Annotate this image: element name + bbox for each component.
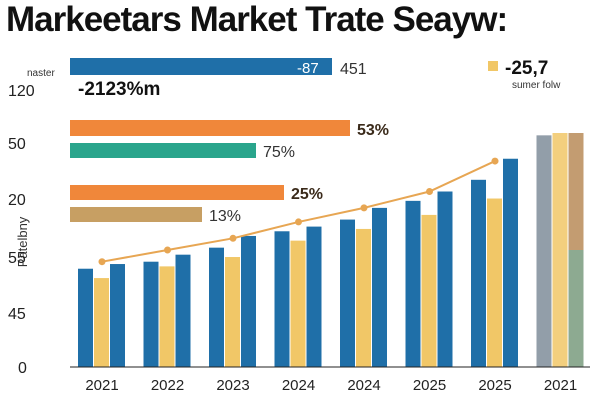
vbar	[471, 179, 486, 367]
x-tick-label: 2025	[413, 377, 446, 394]
y-tick-label: 20	[8, 192, 26, 209]
x-tick-label: 2023	[216, 377, 249, 394]
vbar	[487, 198, 502, 367]
hbar	[70, 58, 332, 75]
vbar	[356, 228, 371, 367]
x-tick-label: 2021	[85, 377, 118, 394]
hbar	[70, 207, 202, 222]
vbar	[437, 191, 453, 367]
x-tick-label: 2022	[151, 377, 184, 394]
y-tick-label: 45	[8, 306, 26, 323]
x-ticks: 2021 2022 2023 2024 2024 2025 2025 2021	[85, 377, 577, 394]
trend-line	[98, 157, 499, 266]
legend-value: -25,7	[505, 58, 548, 79]
x-tick-label: 2024	[282, 377, 315, 394]
x-tick-label: 2021	[544, 377, 577, 394]
vbar	[175, 254, 191, 367]
x-tick-label: 2025	[478, 377, 511, 394]
vbar	[143, 261, 159, 367]
vbar	[94, 278, 109, 367]
hbar-label: 75%	[263, 144, 295, 161]
vbar	[78, 268, 93, 367]
trend-point	[98, 258, 106, 266]
vbar	[536, 135, 552, 367]
annotation-bold: -2123%m	[78, 79, 160, 100]
hbar	[70, 185, 284, 200]
vbar	[503, 158, 518, 367]
annotation-small: naster	[27, 68, 55, 79]
trend-point	[164, 246, 171, 254]
vbar	[552, 133, 568, 367]
vbar	[159, 266, 175, 367]
vbar	[372, 207, 387, 367]
vertical-bars	[78, 133, 584, 367]
vbar	[405, 200, 421, 367]
hbar-label: 451	[340, 61, 367, 78]
x-tick-label: 2024	[347, 377, 380, 394]
trend-point	[426, 188, 433, 195]
hbar	[70, 143, 256, 158]
vbar	[225, 257, 240, 367]
vbar	[306, 226, 322, 367]
trend-point	[295, 218, 302, 226]
hbar	[70, 120, 350, 136]
legend-swatch	[488, 61, 498, 71]
hbar-label: 13%	[209, 208, 241, 225]
y-tick-label: 0	[18, 360, 27, 377]
y-tick-label: 55	[8, 250, 26, 267]
y-tick-label: 120	[8, 83, 35, 100]
vbar	[209, 247, 224, 367]
chart-title: Markeetars Market Trate Seayw:	[6, 0, 508, 39]
vbar	[274, 231, 290, 367]
hbar-label-inside: -87	[297, 60, 319, 77]
vbar-overlay	[568, 250, 584, 367]
vbar	[241, 235, 256, 367]
legend-caption: sumer folw	[512, 80, 561, 91]
trend-point	[491, 157, 499, 165]
hbar-label: 25%	[291, 186, 323, 203]
vbar	[340, 219, 355, 367]
trend-point	[360, 204, 368, 212]
y-axis-label: Patelbny	[15, 216, 30, 267]
vbar	[290, 240, 306, 367]
vbar	[110, 264, 125, 367]
vbar	[421, 214, 437, 367]
hbar-label: 53%	[357, 122, 389, 139]
y-tick-label: 50	[8, 136, 26, 153]
trend-point	[229, 234, 237, 242]
